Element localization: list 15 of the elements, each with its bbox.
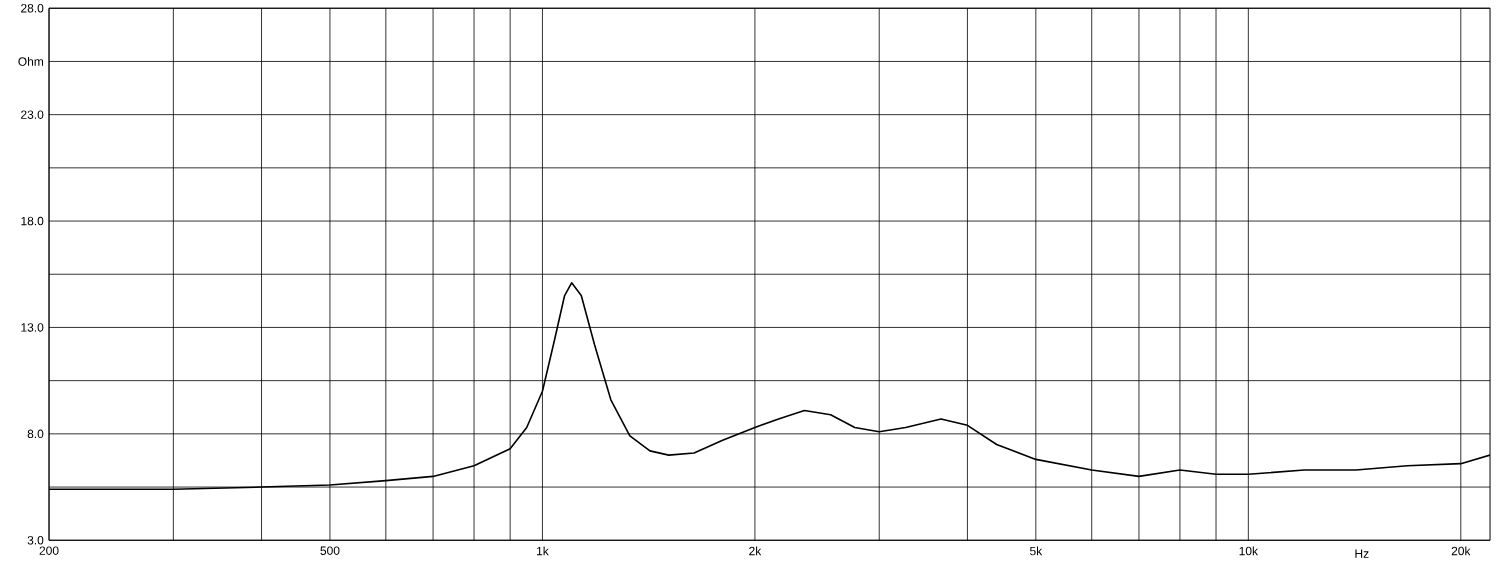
y-tick-label: 13.0 xyxy=(21,323,44,332)
y-tick-label: 28.0 xyxy=(21,3,44,13)
y-tick-label: 8.0 xyxy=(27,429,44,438)
x-tick-label: 20k xyxy=(1451,546,1471,556)
x-tick-label: 10k xyxy=(1239,546,1259,556)
x-tick-label: 200 xyxy=(39,546,59,555)
x-tick-label: 500 xyxy=(320,546,340,555)
y-tick-label: 3.0 xyxy=(27,535,44,545)
y-tick-label: Ohm xyxy=(18,56,44,66)
x-tick-label: 1k xyxy=(537,546,549,556)
y-tick-label: 23.0 xyxy=(21,110,44,119)
x-axis-title: Hz xyxy=(1355,549,1369,558)
x-tick-label: 5k xyxy=(1029,546,1043,556)
y-tick-label: 18.0 xyxy=(21,216,44,226)
x-tick-label: 2k xyxy=(749,546,762,556)
